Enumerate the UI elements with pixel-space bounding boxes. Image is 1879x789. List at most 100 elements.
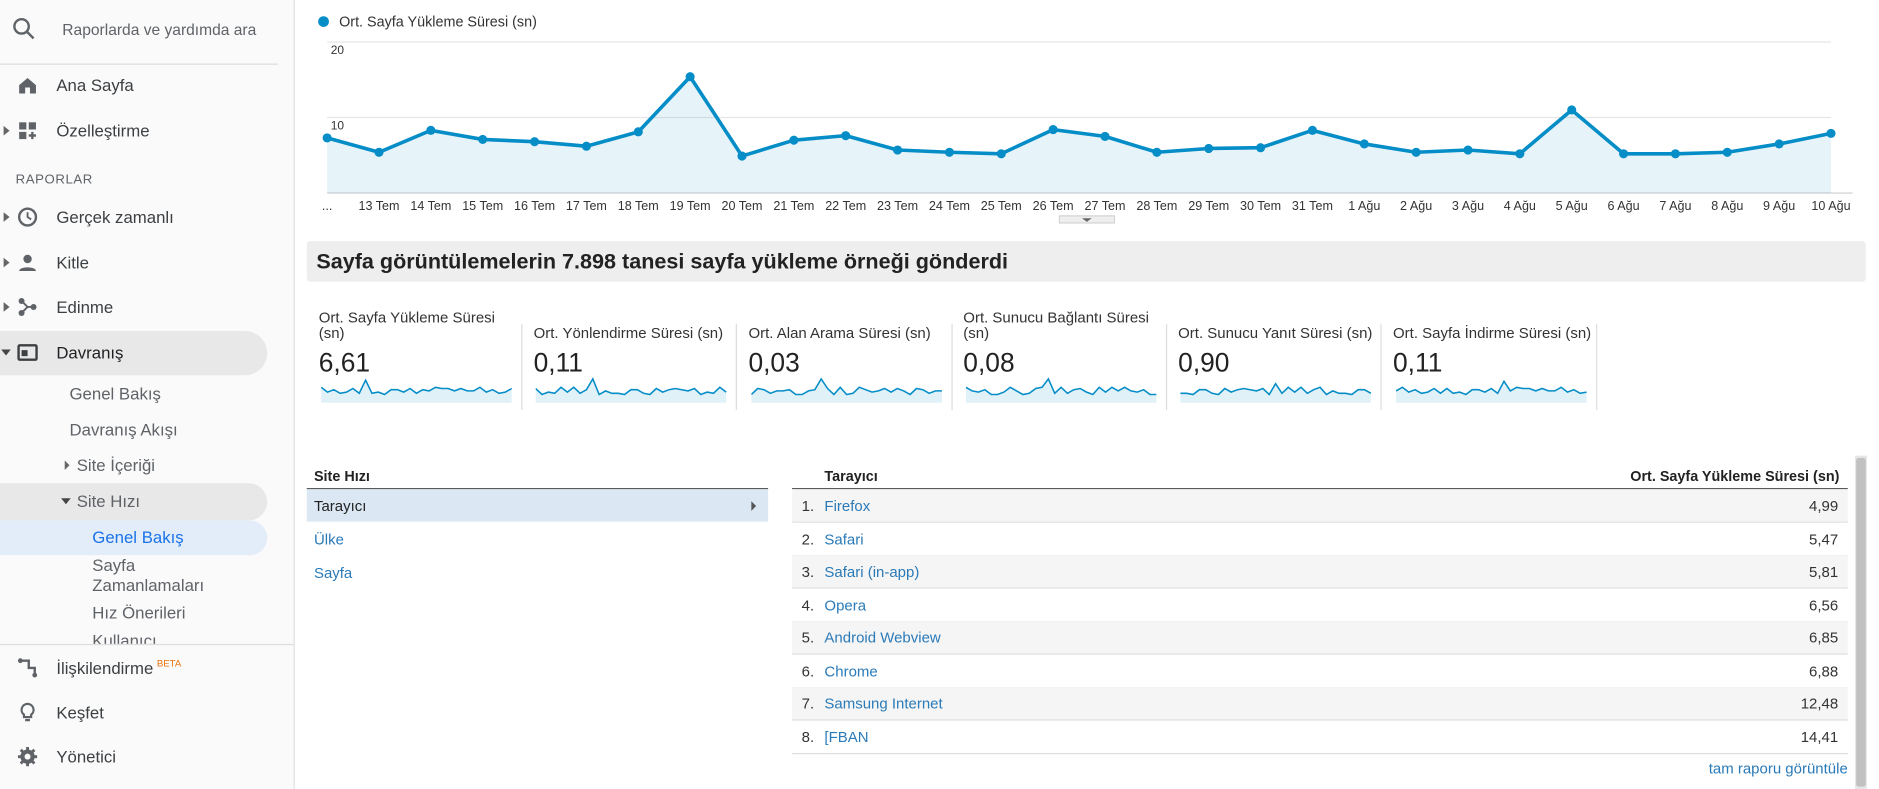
row-value: 6,88 [1809,662,1839,680]
point [1463,145,1473,155]
point [1256,143,1266,153]
nav-discover[interactable]: Keşfet [56,702,104,722]
x-tick-label: 29 Tem [1188,199,1229,213]
point [1359,139,1369,149]
dimension-item[interactable]: Tarayıcı [313,497,367,515]
x-tick-label: 26 Tem [1033,199,1074,213]
row-value: 12,48 [1800,695,1839,713]
metric-value: 0,11 [1393,347,1443,378]
row-browser[interactable]: Safari (in-app) [824,563,920,581]
row-browser[interactable]: [FBAN [824,728,869,746]
point [1100,131,1110,141]
nav-behavior[interactable]: Davranış [56,342,124,363]
nav-user[interactable]: Kullanıcı [92,630,157,644]
nav-speed-overview[interactable]: Genel Bakış [92,527,184,547]
divider [0,643,294,646]
point [1774,139,1784,149]
nav-acquisition[interactable]: Edinme [56,297,114,317]
point [789,135,799,145]
metric-name: Ort. Yönlendirme Süresi (sn) [533,324,724,342]
row-value: 4,99 [1809,497,1839,515]
nav-home[interactable]: Ana Sayfa [56,75,134,95]
legend-marker [318,16,329,27]
x-tick-label: 7 Ağu [1659,199,1691,213]
x-tick-label: 16 Tem [514,199,555,213]
row-browser[interactable]: Chrome [824,662,878,680]
row-rank: 8. [801,728,815,746]
separator [521,323,523,411]
x-tick-label: 17 Tem [566,199,607,213]
row-value: 6,85 [1809,629,1839,647]
nav-admin[interactable]: Yönetici [56,747,117,767]
admin-icon [17,747,38,767]
dimension-item[interactable]: Ülke [313,531,344,548]
sparkline-area [321,380,512,403]
x-tick-label: 2 Ağu [1400,199,1432,213]
sparkline [750,377,942,403]
column-header: Tarayıcı [824,467,878,485]
x-tick-label: 14 Tem [410,199,451,213]
row-browser[interactable]: Opera [824,596,867,614]
collapse-arrow [1,349,11,356]
row-browser[interactable]: Safari [824,530,864,548]
nav-overview[interactable]: Genel Bakış [69,383,161,403]
table-row: 2. Safari 5,47 [792,522,1848,556]
point [633,127,643,137]
search-input[interactable]: Raporlarda ve yardımda ara [62,20,257,39]
sparkline-line [1180,382,1372,396]
metric-value: 0,03 [748,347,800,378]
separator [1380,323,1382,411]
nav-realtime[interactable]: Gerçek zamanlı [56,207,174,227]
metric: Ort. Alan Arama Süresi (sn) 0,03 [748,309,952,410]
row-rank: 1. [801,497,815,515]
sparkline [321,378,513,403]
y-tick-label: 10 [331,118,345,132]
scroll-thumb[interactable] [1856,458,1866,787]
table-row: 7. Samsung Internet 12,48 [792,687,1848,721]
row-value: 6,56 [1809,596,1839,614]
row-rank: 6. [801,662,815,680]
acquisition-icon [18,297,37,316]
point [530,137,540,147]
x-tick-label: 6 Ağu [1607,199,1639,213]
table-row: 6. Chrome 6,88 [792,654,1848,688]
x-tick-label: 4 Ağu [1504,199,1536,213]
sparkline-area [535,378,727,403]
metric-name: Ort. Alan Arama Süresi (sn) [748,324,931,342]
x-tick-label: 18 Tem [618,199,659,213]
sparkline [535,377,727,403]
realtime-icon [17,207,38,227]
legend-label: Ort. Sayfa Yükleme Süresi (sn) [339,14,537,30]
discover-icon [20,702,35,722]
point [944,147,954,157]
nav-suggestions[interactable]: Hız Önerileri [92,603,186,623]
x-tick-label: 10 Ağu [1811,199,1850,213]
sparkline-line [750,377,942,396]
metric-name: Ort. Sayfa İndirme Süresi (sn) [1393,324,1592,342]
row-browser[interactable]: Android Webview [824,629,941,647]
metric: Ort. Sunucu Yanıt Süresi (sn) 0,90 [1178,309,1382,410]
summary-bar [306,241,1866,282]
active-pill [0,483,268,521]
sparkline-area [1180,383,1372,403]
nav-attribution[interactable]: İlişkilendirme BETA [56,658,181,677]
nav-timings[interactable]: Sayfa Zamanlamaları [92,555,205,595]
nav-speed[interactable]: Site Hızı [76,491,141,511]
row-rank: 2. [801,530,815,548]
sparkline [965,377,1157,403]
row-browser[interactable]: Firefox [824,497,871,515]
point [685,72,695,82]
nav-customize[interactable]: Özelleştirme [56,121,150,141]
nav-flow[interactable]: Davranış Akışı [69,419,178,439]
nav-content[interactable]: Site İçeriği [76,455,156,475]
metric: Ort. Sayfa Yükleme Süresi (sn) 6,61 [319,309,523,410]
x-tick-label: ... [322,199,332,213]
nav-audience[interactable]: Kitle [56,253,89,273]
row-browser[interactable]: Samsung Internet [824,695,943,713]
full-report-link[interactable]: tam raporu görüntüle [1708,760,1848,778]
audience-icon [19,254,36,271]
table-row: 8. [FBAN 14,41 [792,720,1848,754]
dimension-item[interactable]: Sayfa [313,564,353,582]
point [1204,143,1214,154]
